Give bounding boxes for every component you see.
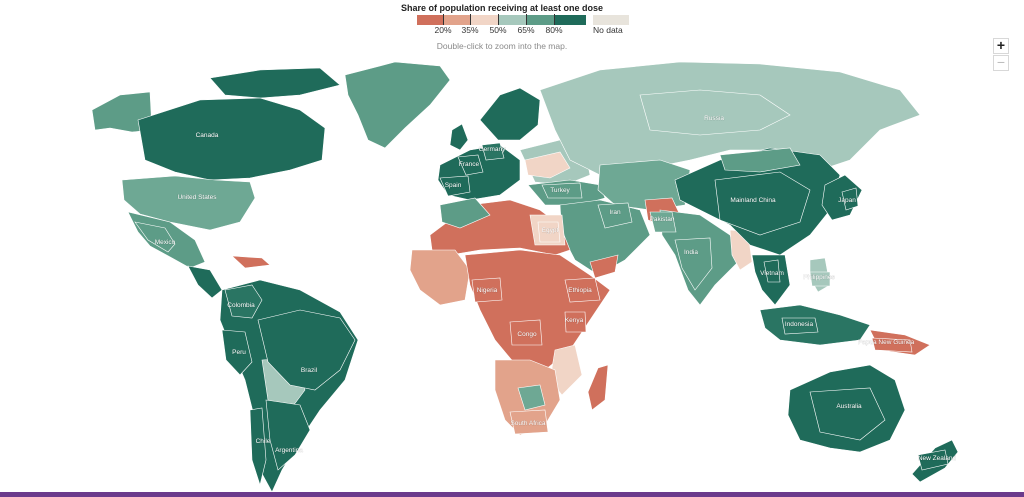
country-peru[interactable] [221,329,253,376]
legend-tick-mark [443,14,444,25]
country-indonesia[interactable] [781,317,819,335]
country-label-egypt: Egypt [542,227,559,234]
country-label-united-states: United States [177,194,217,201]
arctic-islands-shape[interactable] [209,67,341,99]
legend-title: Share of population receiving at least o… [400,3,604,13]
country-turkey[interactable] [541,182,583,199]
country-south-africa[interactable] [509,409,549,435]
country-india[interactable] [674,237,713,291]
country-chile[interactable] [249,407,267,487]
greenland-shape[interactable] [344,61,451,149]
legend-bin-6 [554,15,586,25]
country-label-pakistan: Pakistan [650,216,675,223]
country-new-zealand[interactable] [917,449,949,471]
legend-tick-label: 80% [545,25,563,35]
legend-bin-2 [443,15,470,25]
country-label-india: India [684,249,698,256]
botswana-shape[interactable] [517,384,546,411]
legend-tick-mark [554,14,555,25]
country-label-chile: Chile [256,438,271,445]
caribbean-shape[interactable] [231,255,271,269]
country-pakistan[interactable] [649,211,677,233]
country-label-turkey: Turkey [550,187,570,194]
bottom-bar [0,492,1024,497]
country-germany[interactable] [481,142,505,161]
country-label-south-africa: South Africa [510,420,545,427]
country-vietnam[interactable] [763,259,781,283]
country-label-papua-new-guinea: Papua New Guinea [858,339,915,346]
country-russia[interactable] [639,89,791,136]
country-label-canada: Canada [196,132,219,139]
country-label-congo: Congo [517,331,537,338]
madagascar-shape[interactable] [587,364,609,411]
legend-tick-mark [498,14,499,25]
country-australia[interactable] [809,387,886,441]
country-label-new-zealand: New Zealand [918,455,957,462]
country-label-colombia: Colombia [227,302,255,309]
legend-bin-1 [417,15,443,25]
country-brazil[interactable] [257,309,356,391]
country-label-argentina: Argentina [275,447,303,454]
country-label-spain: Spain [445,182,462,189]
legend: Share of population receiving at least o… [0,0,1024,56]
legend-bin-4 [498,15,526,25]
legend-tick-label: 20% [434,25,452,35]
country-label-nigeria: Nigeria [477,287,498,294]
mongolia-shape[interactable] [719,147,801,173]
legend-bin-3 [470,15,498,25]
zoom-instruction: Double-click to zoom into the map. [436,41,568,51]
country-egypt[interactable] [537,221,561,243]
country-label-vietnam: Vietnam [760,270,784,277]
country-spain[interactable] [439,175,471,197]
uk-shape[interactable] [449,123,469,151]
country-label-kenya: Kenya [565,317,584,324]
country-label-peru: Peru [232,349,246,356]
country-label-brazil: Brazil [301,367,318,374]
country-ethiopia[interactable] [564,277,601,303]
legend-tick-label: 65% [517,25,535,35]
ukraine-shape[interactable] [524,151,571,179]
maghreb-shape[interactable] [439,197,491,229]
country-kenya[interactable] [564,311,587,333]
scandinavia-shape[interactable] [479,87,541,141]
country-mexico[interactable] [134,221,176,253]
country-label-iran: Iran [609,209,621,216]
country-mainland-china[interactable] [714,171,811,236]
legend-tick-label: 35% [461,25,479,35]
legend-tick-label: 50% [489,25,507,35]
country-argentina[interactable] [265,399,311,471]
country-united-states[interactable] [121,175,256,231]
country-philippines[interactable] [809,271,831,287]
country-label-indonesia: Indonesia [785,321,814,328]
country-congo[interactable] [509,319,543,346]
country-label-japan: Japan [838,197,856,204]
legend-no-data-swatch [593,15,629,25]
legend-bin-5 [526,15,554,25]
legend-tick-mark [526,14,527,25]
central-america-shape[interactable] [187,265,223,299]
country-canada[interactable] [137,97,326,181]
world-map[interactable]: Canada United States Mexico Colombia Peru Bra… [0,56,1024,492]
country-japan[interactable] [841,187,859,211]
legend-no-data-label: No data [593,25,623,35]
country-label-mexico: Mexico [155,239,176,246]
country-label-france: France [459,161,480,168]
zoom-out-button[interactable]: − [993,55,1009,71]
country-label-philippines: Philippines [803,274,835,281]
west-africa-shape[interactable] [409,249,471,306]
country-france[interactable] [457,154,484,176]
country-papua-new-guinea[interactable] [871,337,913,353]
country-label-mainland-china: Mainland China [730,197,776,204]
legend-tick-mark [470,14,471,25]
country-label-ethiopia: Ethiopia [568,287,592,294]
yemen-shape[interactable] [589,254,619,279]
country-label-australia: Australia [836,403,862,410]
country-colombia[interactable] [224,284,263,319]
country-label-germany: Germany [479,146,506,153]
country-iran[interactable] [597,202,633,229]
korea-japan-shape[interactable] [821,174,863,221]
country-nigeria[interactable] [471,277,503,303]
country-label-russia: Russia [704,115,724,122]
zoom-in-button[interactable]: + [993,38,1009,54]
